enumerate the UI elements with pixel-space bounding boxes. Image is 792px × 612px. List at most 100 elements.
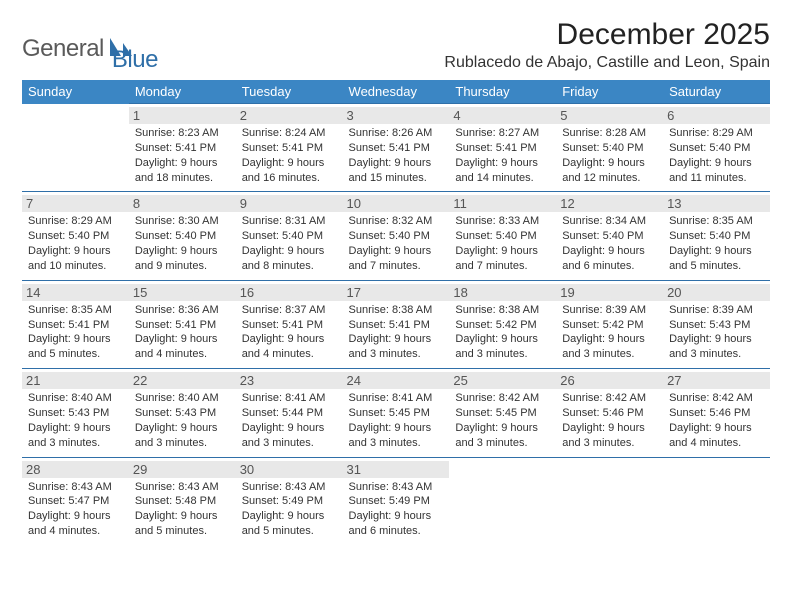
calendar-week-row: 28Sunrise: 8:43 AMSunset: 5:47 PMDayligh…	[22, 457, 770, 545]
day-details: Sunrise: 8:35 AMSunset: 5:41 PMDaylight:…	[28, 303, 123, 362]
day-detail-line: and 5 minutes.	[669, 259, 764, 274]
day-detail-line: Daylight: 9 hours	[242, 332, 337, 347]
calendar-day-cell: 16Sunrise: 8:37 AMSunset: 5:41 PMDayligh…	[236, 280, 343, 368]
day-detail-line: Sunrise: 8:42 AM	[455, 391, 550, 406]
day-detail-line: Daylight: 9 hours	[562, 244, 657, 259]
day-detail-line: Sunset: 5:41 PM	[349, 141, 444, 156]
calendar-week-row: 7Sunrise: 8:29 AMSunset: 5:40 PMDaylight…	[22, 192, 770, 280]
calendar-day-cell: 23 Sunrise: 8:41 AMSunset: 5:44 PMDayligh…	[236, 369, 343, 457]
day-number: 2	[236, 107, 343, 124]
day-detail-line: Sunrise: 8:34 AM	[562, 214, 657, 229]
day-detail-line: Sunrise: 8:41 AM	[349, 391, 444, 406]
day-detail-line: Sunrise: 8:43 AM	[28, 480, 123, 495]
day-details: Sunrise: 8:27 AMSunset: 5:41 PMDaylight:…	[455, 126, 550, 185]
weekday-header: Monday	[129, 80, 236, 104]
day-number: 30	[236, 461, 343, 478]
day-number: 11	[449, 195, 556, 212]
calendar-day-cell: 31Sunrise: 8:43 AMSunset: 5:49 PMDayligh…	[343, 457, 450, 545]
calendar-day-cell: 4Sunrise: 8:27 AMSunset: 5:41 PMDaylight…	[449, 104, 556, 192]
day-detail-line: Daylight: 9 hours	[135, 156, 230, 171]
calendar-day-cell: 19Sunrise: 8:39 AMSunset: 5:42 PMDayligh…	[556, 280, 663, 368]
weekday-header-row: Sunday Monday Tuesday Wednesday Thursday…	[22, 80, 770, 104]
day-detail-line: and 3 minutes.	[669, 347, 764, 362]
day-number: 23	[236, 372, 343, 389]
day-detail-line: and 5 minutes.	[135, 524, 230, 539]
calendar-day-cell: 10Sunrise: 8:32 AMSunset: 5:40 PMDayligh…	[343, 192, 450, 280]
day-detail-line: Daylight: 9 hours	[135, 244, 230, 259]
day-number: 10	[343, 195, 450, 212]
day-detail-line: Sunrise: 8:35 AM	[28, 303, 123, 318]
day-detail-line: Sunset: 5:43 PM	[28, 406, 123, 421]
day-detail-line: and 10 minutes.	[28, 259, 123, 274]
day-detail-line: Sunset: 5:41 PM	[242, 318, 337, 333]
calendar-day-cell: 25Sunrise: 8:42 AMSunset: 5:45 PMDayligh…	[449, 369, 556, 457]
day-detail-line: and 11 minutes.	[669, 171, 764, 186]
day-detail-line: Sunset: 5:41 PM	[349, 318, 444, 333]
day-details: Sunrise: 8:43 AMSunset: 5:49 PMDaylight:…	[349, 480, 444, 539]
calendar-day-cell: 6Sunrise: 8:29 AMSunset: 5:40 PMDaylight…	[663, 104, 770, 192]
day-detail-line: Sunset: 5:46 PM	[562, 406, 657, 421]
calendar-day-cell: 17Sunrise: 8:38 AMSunset: 5:41 PMDayligh…	[343, 280, 450, 368]
day-detail-line: Sunrise: 8:43 AM	[349, 480, 444, 495]
day-detail-line: and 6 minutes.	[349, 524, 444, 539]
day-detail-line: and 18 minutes.	[135, 171, 230, 186]
day-details: Sunrise: 8:41 AMSunset: 5:44 PMDaylight:…	[242, 391, 337, 450]
day-detail-line: Sunset: 5:40 PM	[562, 229, 657, 244]
day-detail-line: Daylight: 9 hours	[28, 509, 123, 524]
day-detail-line: Daylight: 9 hours	[135, 509, 230, 524]
month-title: December 2025	[444, 18, 770, 52]
day-detail-line: Sunrise: 8:37 AM	[242, 303, 337, 318]
day-details: Sunrise: 8:39 AMSunset: 5:42 PMDaylight:…	[562, 303, 657, 362]
day-detail-line: Daylight: 9 hours	[455, 332, 550, 347]
day-number: 12	[556, 195, 663, 212]
day-detail-line: Sunset: 5:44 PM	[242, 406, 337, 421]
day-detail-line: Daylight: 9 hours	[242, 244, 337, 259]
day-detail-line: Sunrise: 8:28 AM	[562, 126, 657, 141]
day-number: 5	[556, 107, 663, 124]
day-number: 22	[129, 372, 236, 389]
day-number: 9	[236, 195, 343, 212]
day-detail-line: and 16 minutes.	[242, 171, 337, 186]
day-detail-line: Sunrise: 8:42 AM	[562, 391, 657, 406]
day-details: Sunrise: 8:41 AMSunset: 5:45 PMDaylight:…	[349, 391, 444, 450]
day-details: Sunrise: 8:40 AMSunset: 5:43 PMDaylight:…	[135, 391, 230, 450]
calendar-day-cell	[663, 457, 770, 545]
day-number: 27	[663, 372, 770, 389]
day-detail-line: Sunrise: 8:23 AM	[135, 126, 230, 141]
day-detail-line: and 7 minutes.	[455, 259, 550, 274]
day-detail-line: Daylight: 9 hours	[349, 244, 444, 259]
day-details: Sunrise: 8:24 AMSunset: 5:41 PMDaylight:…	[242, 126, 337, 185]
day-detail-line: Sunrise: 8:40 AM	[135, 391, 230, 406]
day-detail-line: and 7 minutes.	[349, 259, 444, 274]
calendar-day-cell: 8Sunrise: 8:30 AMSunset: 5:40 PMDaylight…	[129, 192, 236, 280]
calendar-day-cell	[556, 457, 663, 545]
day-detail-line: Sunset: 5:40 PM	[349, 229, 444, 244]
weekday-header: Tuesday	[236, 80, 343, 104]
day-detail-line: Sunset: 5:41 PM	[242, 141, 337, 156]
day-number: 28	[22, 461, 129, 478]
calendar-day-cell: 11Sunrise: 8:33 AMSunset: 5:40 PMDayligh…	[449, 192, 556, 280]
day-number: 20	[663, 284, 770, 301]
day-detail-line: Sunrise: 8:24 AM	[242, 126, 337, 141]
day-details: Sunrise: 8:42 AMSunset: 5:46 PMDaylight:…	[562, 391, 657, 450]
calendar-day-cell: 14Sunrise: 8:35 AMSunset: 5:41 PMDayligh…	[22, 280, 129, 368]
day-details: Sunrise: 8:29 AMSunset: 5:40 PMDaylight:…	[669, 126, 764, 185]
header: General Blue December 2025 Rublacedo de …	[22, 18, 770, 78]
day-detail-line: and 3 minutes.	[562, 436, 657, 451]
day-detail-line: Sunset: 5:47 PM	[28, 494, 123, 509]
day-details: Sunrise: 8:28 AMSunset: 5:40 PMDaylight:…	[562, 126, 657, 185]
day-details: Sunrise: 8:42 AMSunset: 5:45 PMDaylight:…	[455, 391, 550, 450]
day-detail-line: Sunrise: 8:26 AM	[349, 126, 444, 141]
day-detail-line: Daylight: 9 hours	[28, 421, 123, 436]
day-detail-line: Sunset: 5:40 PM	[669, 141, 764, 156]
day-detail-line: and 3 minutes.	[349, 347, 444, 362]
day-detail-line: Sunrise: 8:39 AM	[562, 303, 657, 318]
day-detail-line: Daylight: 9 hours	[242, 421, 337, 436]
day-detail-line: and 12 minutes.	[562, 171, 657, 186]
day-detail-line: Daylight: 9 hours	[349, 156, 444, 171]
calendar-day-cell: 24Sunrise: 8:41 AMSunset: 5:45 PMDayligh…	[343, 369, 450, 457]
day-detail-line: and 15 minutes.	[349, 171, 444, 186]
day-detail-line: Sunset: 5:40 PM	[669, 229, 764, 244]
calendar-day-cell: 30Sunrise: 8:43 AMSunset: 5:49 PMDayligh…	[236, 457, 343, 545]
day-number: 7	[22, 195, 129, 212]
